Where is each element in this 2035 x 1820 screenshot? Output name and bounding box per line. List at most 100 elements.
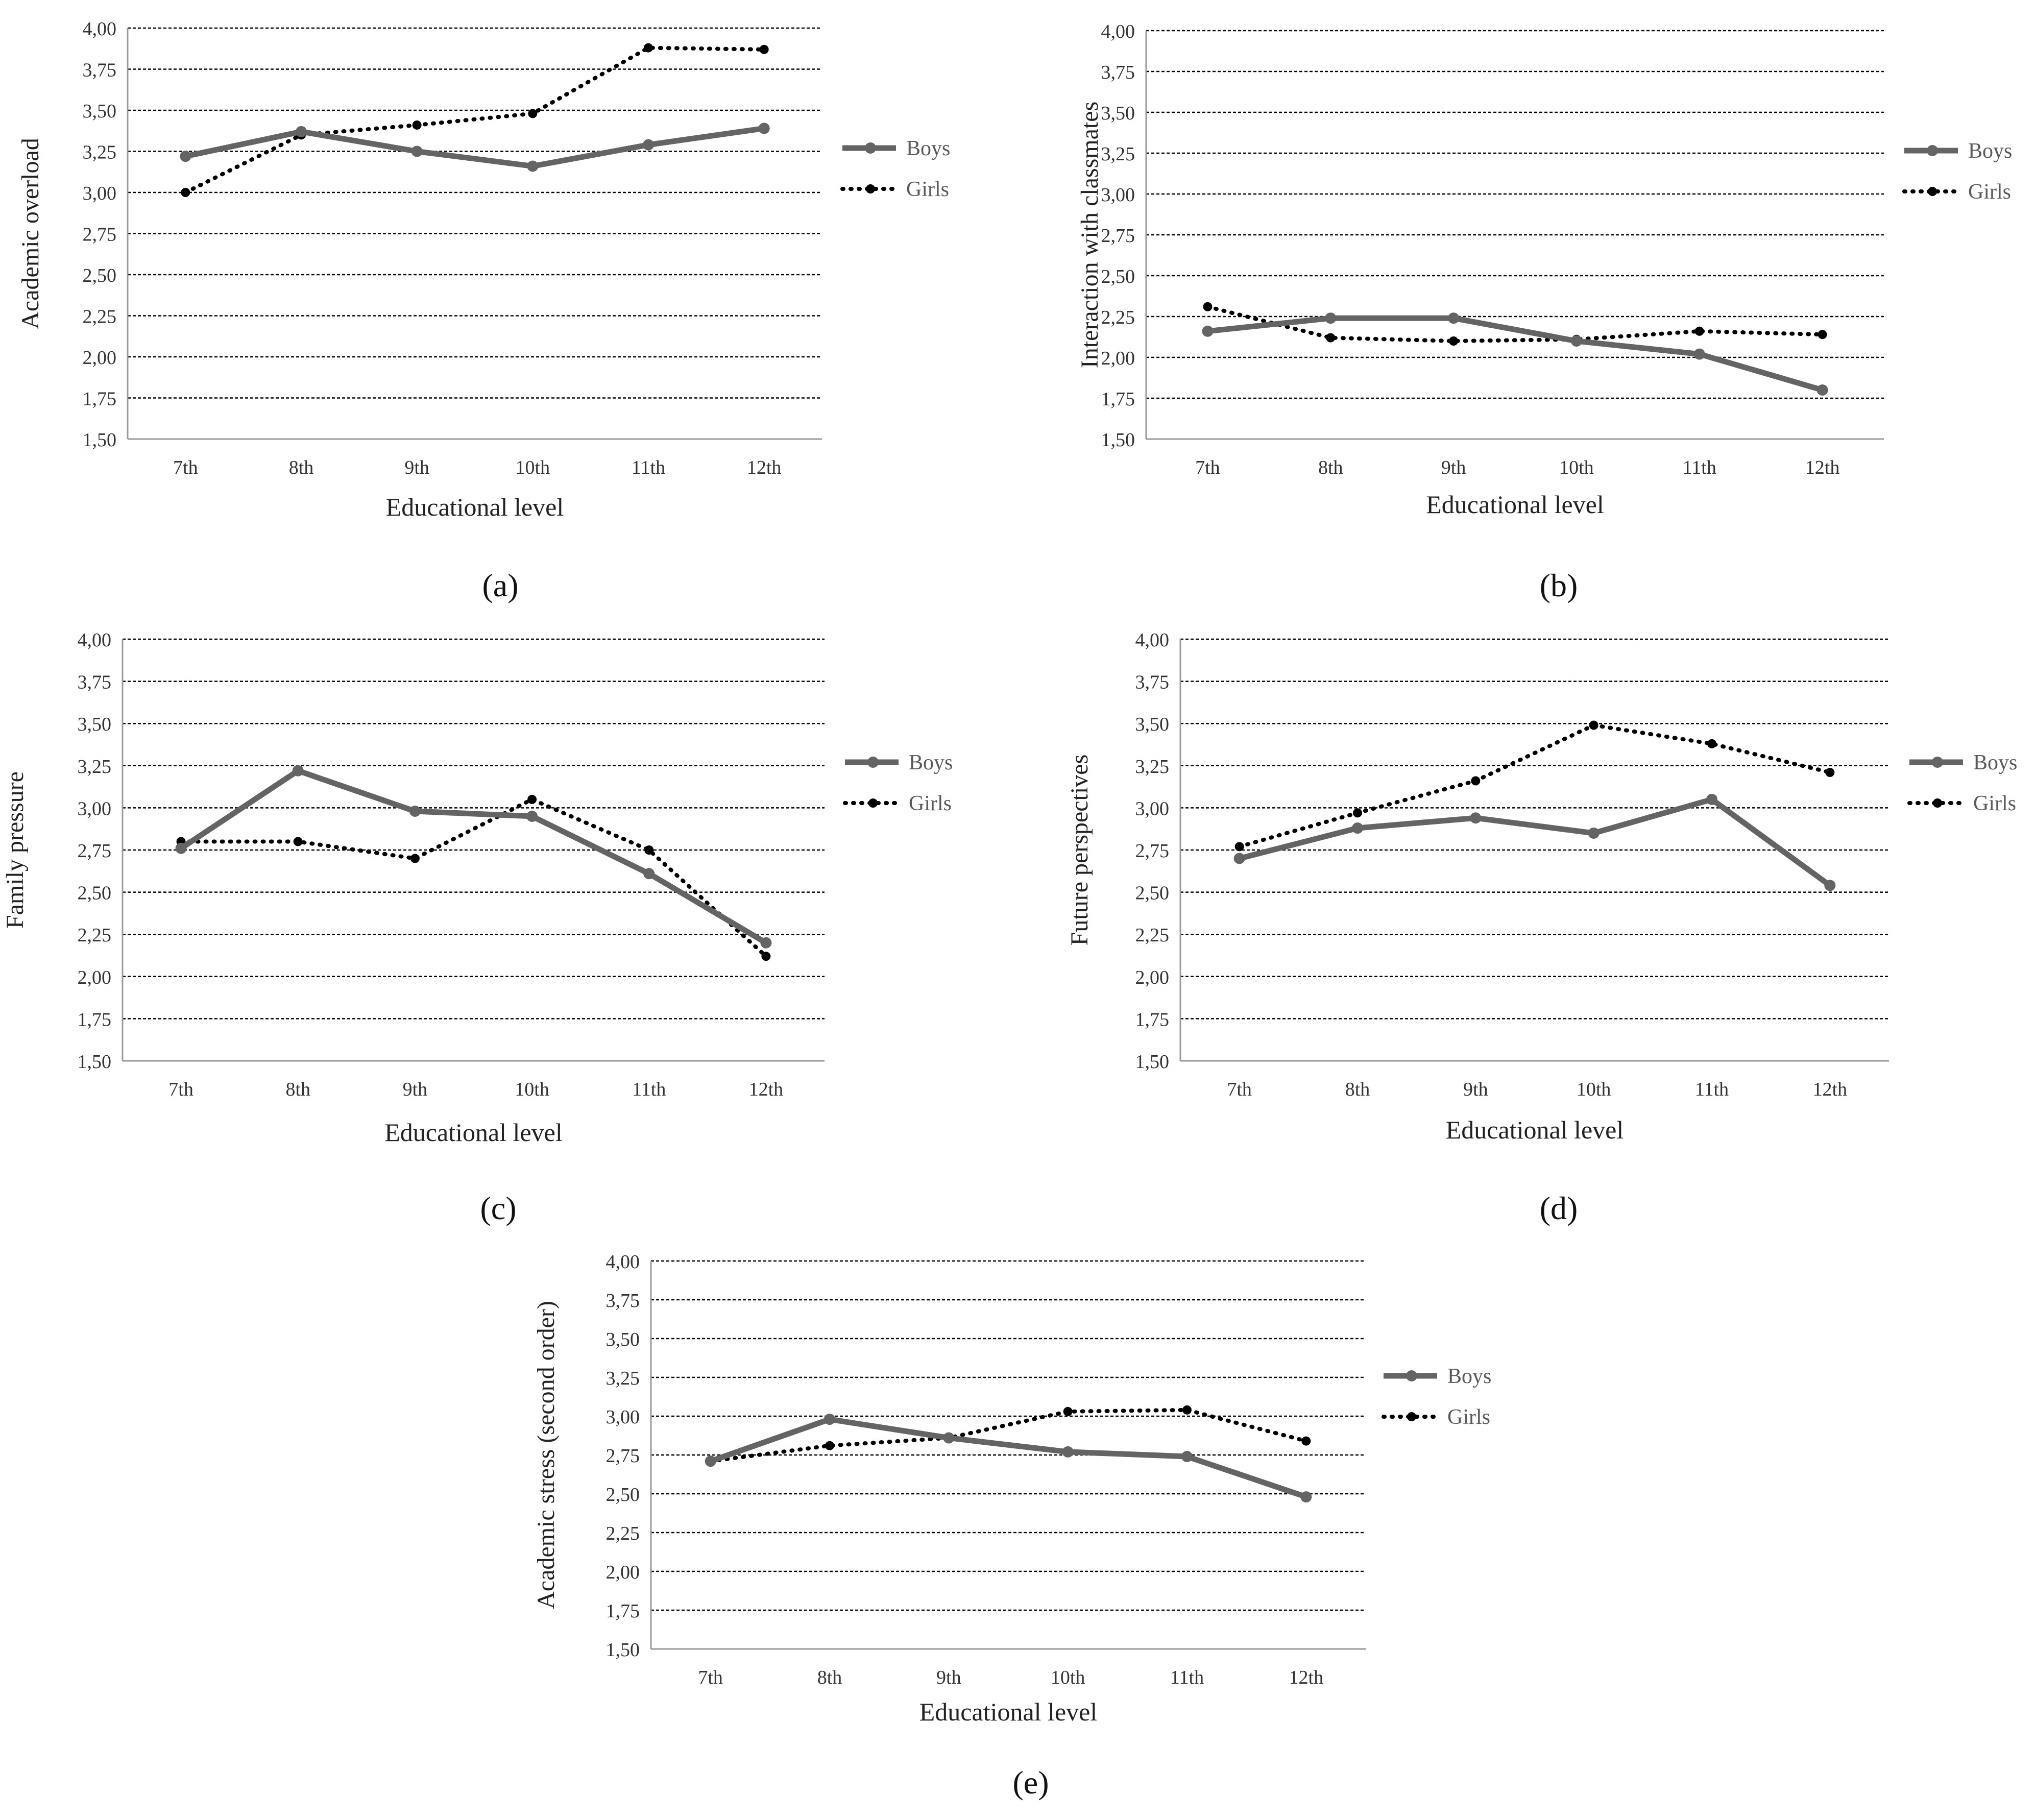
data-point-boys [180,151,191,162]
x-tick-label: 12th [1805,457,1840,478]
x-tick-label: 8th [285,1079,310,1100]
data-point-boys [1470,812,1482,824]
y-axis-title: Interaction with classmates [1076,102,1103,369]
y-tick-label: 3,50 [78,714,112,735]
y-tick-label: 1,75 [1135,1009,1170,1030]
data-point-boys [705,1455,716,1467]
x-tick-label: 9th [403,1079,428,1100]
data-point-boys [175,842,187,854]
x-tick-label: 9th [936,1667,961,1688]
series-line-girls [1205,304,1825,344]
data-point-boys [1352,822,1363,834]
x-tick-label: 12th [747,457,782,478]
y-tick-label: 2,00 [1101,348,1135,369]
y-tick-label: 1,50 [78,1051,112,1073]
data-point-boys [1693,348,1705,360]
y-tick-label: 3,50 [1135,714,1170,735]
y-tick-label: 2,50 [606,1484,640,1506]
series-line-boys [179,768,768,945]
legend-marker-boys [865,142,876,154]
y-tick-label: 3,25 [83,142,117,163]
y-tick-label: 1,50 [1135,1051,1170,1073]
y-tick-label: 3,75 [606,1290,640,1312]
x-axis-title: Educational level [919,1697,1097,1726]
y-tick-label: 3,00 [1135,798,1170,819]
y-tick-label: 2,00 [78,967,112,988]
x-tick-label: 9th [1441,457,1466,478]
y-tick-label: 3,25 [606,1368,640,1389]
y-tick-label: 3,00 [606,1406,640,1428]
y-tick-label: 1,75 [1101,389,1135,410]
y-tick-label: 1,50 [1101,429,1135,451]
chart-c: 1,50 1,75 2,00 2,25 2,50 2,75 3,00 3,25 3,50 3,75… [2,629,953,1147]
data-point-boys [292,765,304,776]
y-tick-label: 2,75 [83,224,117,246]
y-tick-label: 4,00 [78,629,112,651]
x-tick-label: 10th [515,1079,549,1100]
series-line-girls [708,1408,1309,1464]
legend-label-boys: Boys [909,751,953,774]
data-point-girls [1825,768,1835,778]
y-tick-label: 2,50 [78,883,112,904]
x-tick-label: 11th [632,457,665,478]
y-tick-label: 3,75 [78,672,112,693]
legend-marker-boys [1932,757,1943,768]
legend-label-boys: Boys [1973,751,2017,774]
data-point-girls [1326,333,1336,343]
x-tick-label: 11th [1683,457,1716,478]
series-line-boys [709,1416,1307,1500]
legend-marker-boys [1406,1370,1417,1381]
y-tick-label: 3,75 [1135,672,1170,693]
data-point-boys [758,123,770,134]
x-tick-label: 11th [1695,1079,1729,1100]
y-tick-label: 3,00 [1101,184,1135,206]
data-point-boys [1824,880,1836,891]
y-tick-label: 2,25 [606,1523,640,1544]
legend-label-girls: Girls [906,178,949,201]
data-point-boys [1448,312,1460,324]
data-point-girls [644,845,654,855]
x-tick-label: 7th [1195,457,1220,478]
caption-b: (b) [1539,567,1578,603]
y-tick-label: 2,00 [83,347,117,369]
data-point-boys [1588,827,1600,839]
x-tick-label: 8th [289,457,314,478]
y-tick-label: 4,00 [1101,21,1135,42]
caption-d: (d) [1539,1190,1578,1226]
y-tick-label: 2,25 [78,925,112,946]
chart-d: 1,50 1,75 2,00 2,25 2,50 2,75 3,00 3,25 3,50 3,75… [1066,629,2017,1144]
y-tick-label: 3,25 [78,756,112,778]
data-point-girls [1234,842,1244,852]
data-point-girls [527,794,537,804]
y-tick-label: 1,75 [606,1600,640,1622]
y-tick-label: 2,50 [1101,266,1135,287]
chart-panel-b: 1,50 1,75 2,00 2,25 2,50 2,75 3,00 3,25 3,50 3,75… [1021,0,2035,556]
chart-a: 1,50 1,75 2,00 2,25 2,50 2,75 3,00 3,25 3,50 3,75… [17,18,950,521]
data-point-girls [410,854,420,863]
data-point-girls [1353,808,1362,818]
chart-b: 1,50 1,75 2,00 2,25 2,50 2,75 3,00 3,25 3,50 3,75… [1076,21,2012,519]
y-tick-label: 4,00 [83,18,117,40]
y-tick-label: 2,00 [1135,967,1170,988]
data-point-girls [644,43,653,53]
data-point-girls [1182,1405,1192,1415]
y-tick-label: 3,75 [1101,62,1135,83]
series-line-boys [1207,315,1824,393]
y-tick-label: 4,00 [1135,629,1170,651]
data-point-girls [181,188,190,197]
legend-marker-girls [1933,798,1942,808]
y-tick-label: 2,25 [1101,307,1135,328]
data-point-boys [760,937,772,949]
legend-marker-girls [1407,1412,1416,1421]
x-axis-title: Educational level [386,493,564,521]
data-point-girls [1471,776,1481,786]
y-tick-label: 1,75 [83,389,117,410]
data-point-boys [527,160,539,172]
data-point-boys [1233,853,1245,864]
y-tick-label: 2,75 [1135,840,1170,862]
caption-a: (a) [482,567,519,603]
chart-e: 1,50 1,75 2,00 2,25 2,50 2,75 3,00 3,25 3,50 3,75… [532,1251,1491,1726]
y-tick-label: 3,00 [83,183,117,204]
y-tick-label: 1,50 [606,1639,640,1661]
legend-label-boys: Boys [906,137,950,160]
